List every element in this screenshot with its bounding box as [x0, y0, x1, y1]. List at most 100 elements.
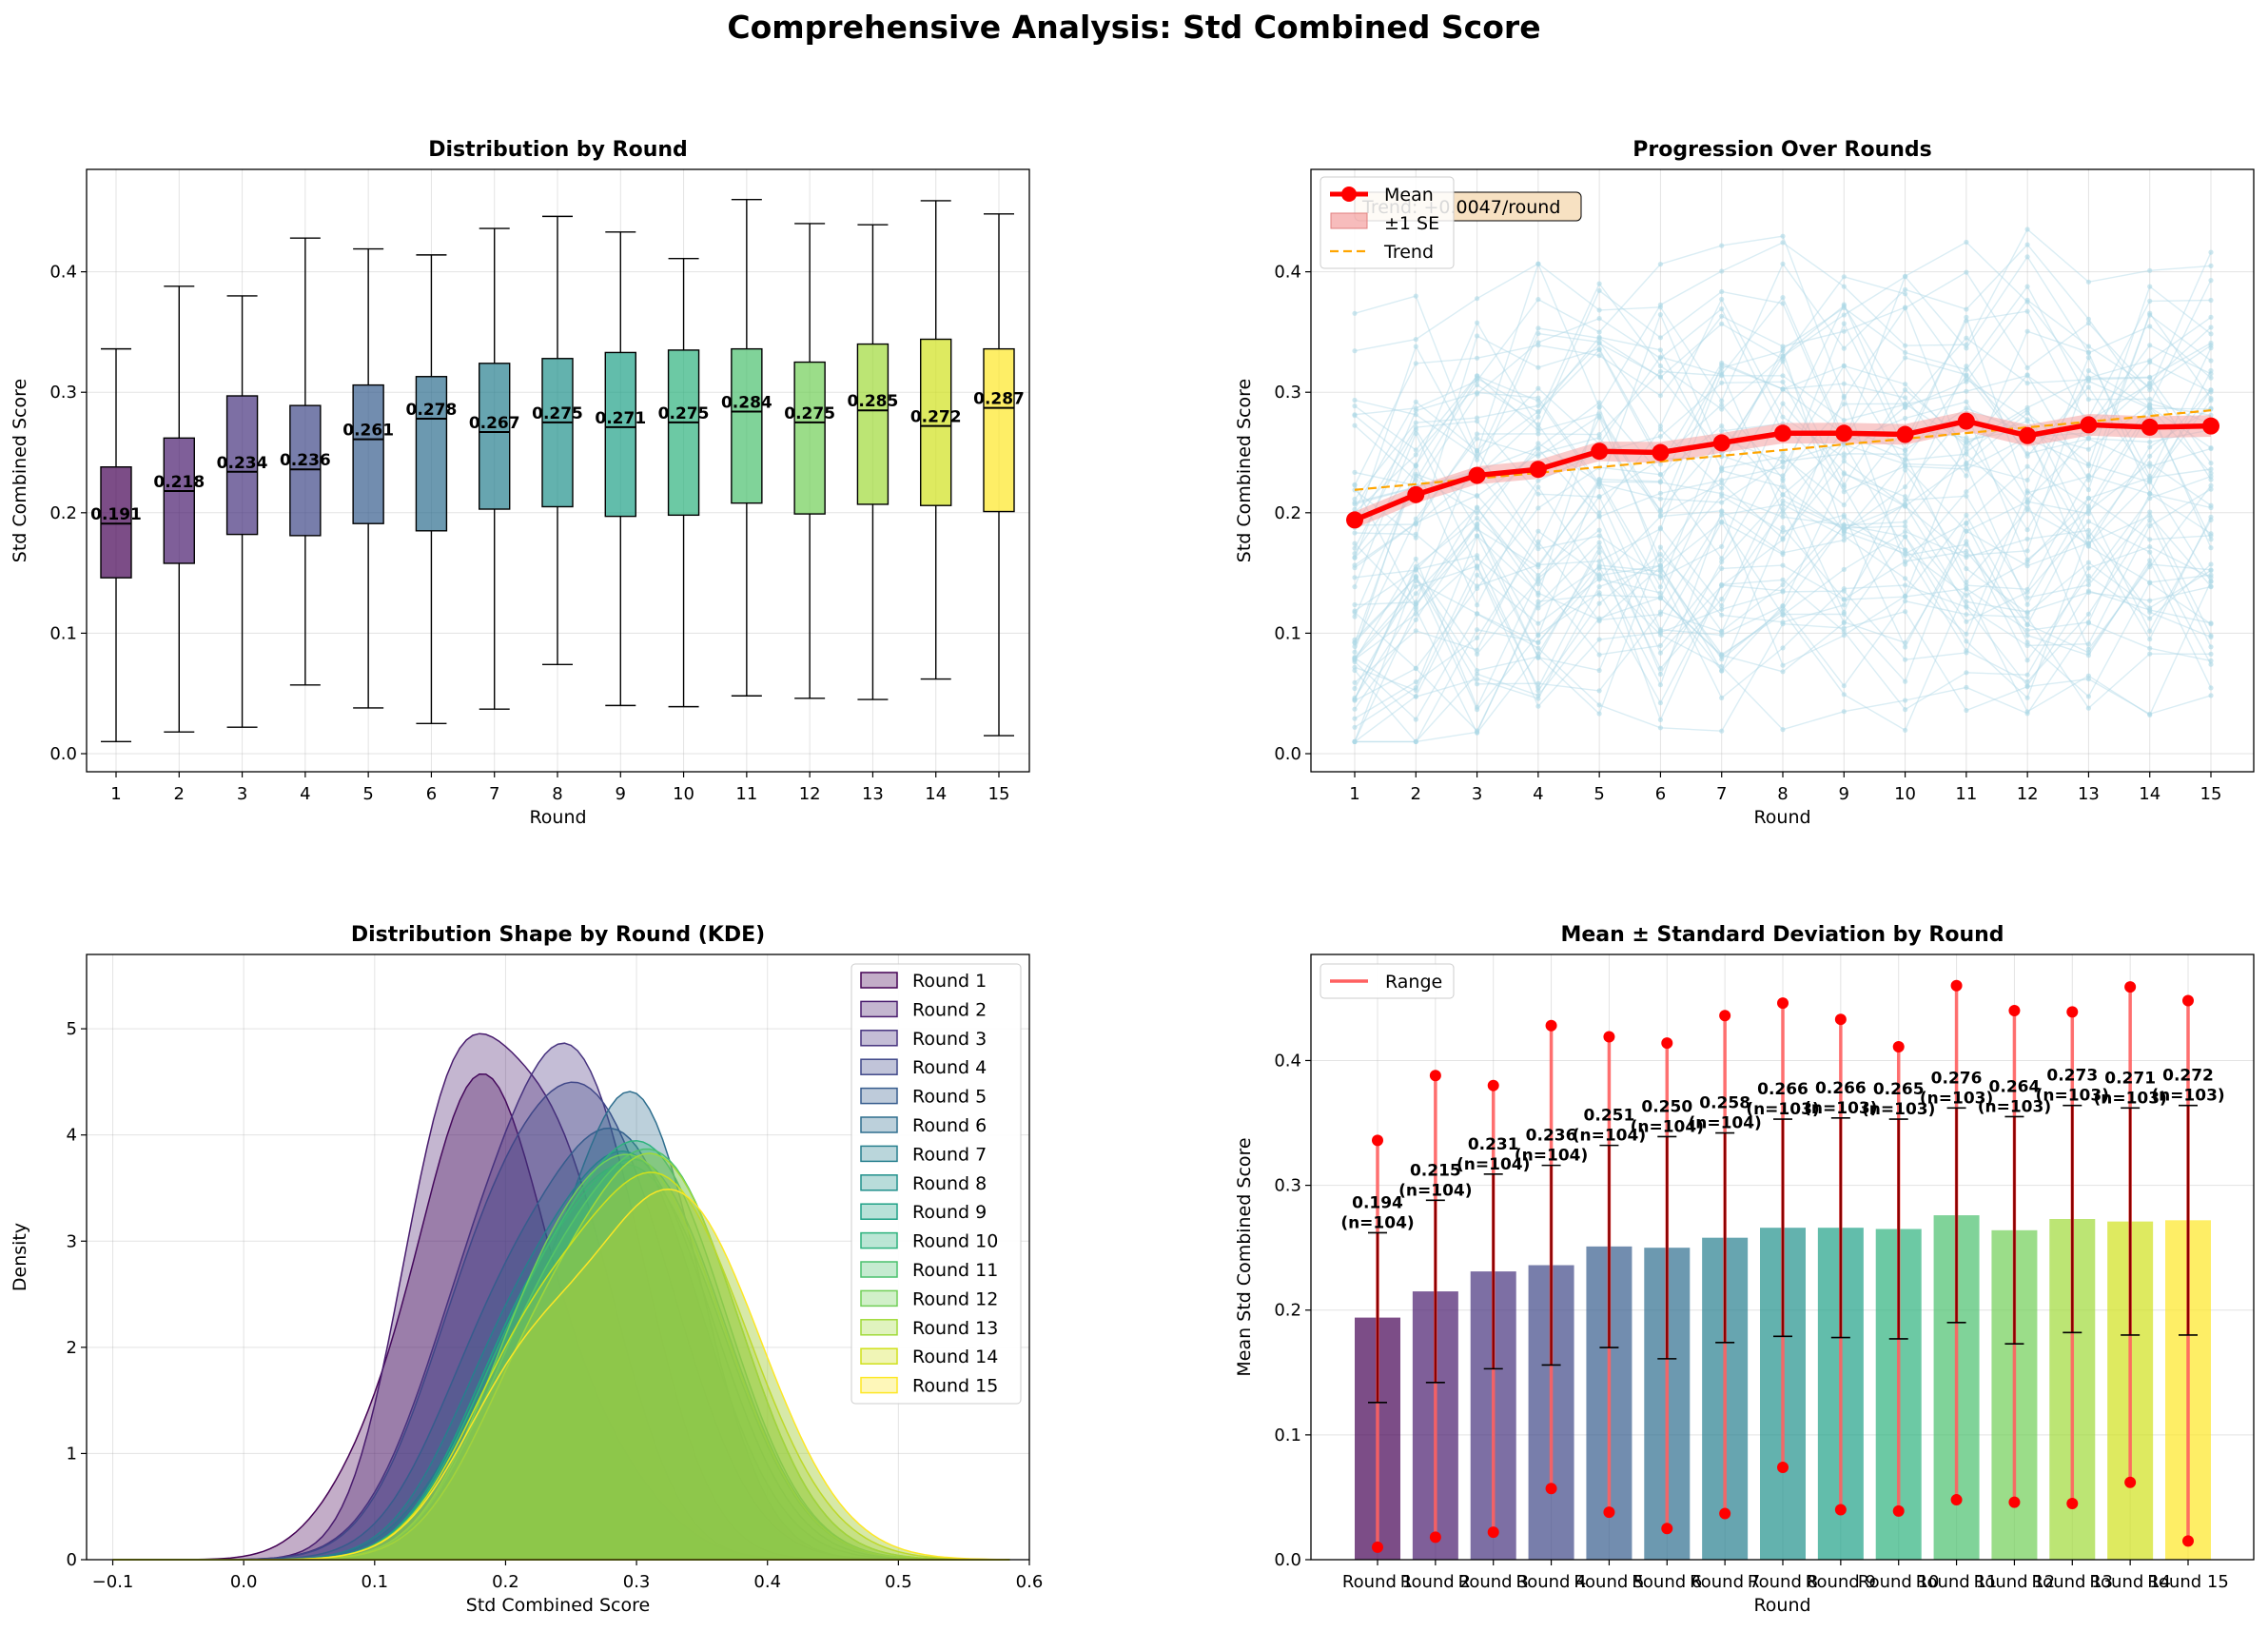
progression-individual-point: [1903, 286, 1908, 292]
progression-individual-point: [1413, 520, 1418, 526]
progression-individual-point: [2147, 473, 2153, 479]
progression-individual-point: [1719, 629, 1725, 635]
meanstd-xtick-label: Round 11: [1916, 1572, 1998, 1592]
progression-individual-point: [2024, 695, 2030, 700]
progression-individual-point: [2147, 712, 2153, 718]
progression-individual-point: [1657, 725, 1663, 731]
kde-legend-label: Round 3: [912, 1029, 987, 1050]
progression-individual-point: [1903, 291, 1908, 297]
kde-legend-swatch: [860, 1000, 898, 1018]
meanstd-range-min: [1719, 1507, 1731, 1520]
progression-individual-point: [1841, 586, 1847, 592]
progression-individual-point: [2208, 658, 2214, 664]
progression-individual-point: [1841, 363, 1847, 368]
progression-individual-point: [1780, 562, 1786, 568]
progression-individual-point: [2024, 595, 2030, 600]
progression-individual-point: [1719, 369, 1725, 375]
progression-individual-point: [1841, 284, 1847, 289]
progression-individual-point: [1352, 562, 1358, 568]
boxplot-xtick-label: 4: [300, 784, 310, 804]
progression-individual-point: [2208, 561, 2214, 567]
boxplot-box: [479, 363, 511, 510]
boxplot-median-label: 0.275: [784, 404, 835, 423]
progression-individual-point: [1657, 700, 1663, 706]
progression-individual-point: [1413, 405, 1418, 411]
progression-individual-point: [2147, 607, 2153, 613]
boxplot-box: [604, 351, 636, 518]
kde-xlabel: Std Combined Score: [466, 1595, 650, 1616]
progression-mean-point: [2080, 416, 2098, 434]
progression-individual-point: [2147, 564, 2153, 570]
progression-individual-point: [1903, 528, 1908, 535]
boxplot-xlabel: Round: [529, 807, 586, 828]
progression-individual-point: [2208, 445, 2214, 451]
progression-individual-point: [1964, 364, 1969, 369]
progression-individual-point: [1719, 556, 1725, 561]
progression-individual-point: [1596, 494, 1602, 500]
meanstd-xtick-label: Round 1: [1342, 1572, 1413, 1592]
meanstd-xtick-label: Round 4: [1516, 1572, 1587, 1592]
boxplot-median-label: 0.236: [280, 451, 331, 470]
progression-individual-point: [1475, 355, 1480, 361]
progression-individual-point: [1719, 612, 1725, 618]
boxplot-median-label: 0.271: [595, 409, 646, 428]
progression-individual-point: [2208, 482, 2214, 488]
progression-individual-point: [1596, 341, 1602, 346]
boxplot-median-label: 0.275: [532, 404, 583, 423]
progression-individual-point: [1903, 593, 1908, 600]
progression-individual-point: [1841, 489, 1847, 495]
progression-individual-point: [1535, 539, 1541, 544]
progression-individual-point: [2024, 507, 2030, 513]
progression-individual-point: [1841, 526, 1847, 532]
progression-individual-point: [1964, 437, 1969, 442]
boxplot-xtick-label: 2: [174, 784, 185, 804]
boxplot-box: [352, 383, 384, 524]
progression-individual-point: [1841, 402, 1847, 407]
progression-individual-point: [1903, 698, 1908, 703]
boxplot-median-label: 0.218: [153, 473, 205, 492]
progression-individual-point: [1352, 469, 1358, 475]
progression-individual-point: [2147, 616, 2153, 621]
progression-individual-point: [1596, 559, 1602, 564]
meanstd-range-min: [1429, 1531, 1441, 1544]
progression-individual-point: [2147, 396, 2153, 402]
progression-individual-point: [1780, 301, 1786, 306]
meanstd-range-max: [1603, 1031, 1615, 1043]
boxplot-box: [415, 376, 448, 532]
kde-legend-swatch: [860, 1174, 898, 1191]
progression-individual-point: [1903, 561, 1908, 567]
progression-mean-point: [2202, 417, 2219, 435]
meanstd-xtick-label: Round 5: [1574, 1572, 1644, 1592]
progression-individual-point: [1841, 502, 1847, 508]
kde-ytick-label: 2: [67, 1338, 77, 1358]
progression-individual-point: [2147, 359, 2153, 365]
progression-individual-point: [1841, 709, 1847, 715]
progression-individual-point: [2024, 615, 2030, 620]
progression-individual-point: [1719, 508, 1725, 514]
progression-individual-point: [1903, 395, 1908, 401]
meanstd-range-max: [1545, 1019, 1557, 1032]
progression-individual-point: [1719, 543, 1725, 550]
progression-individual-point: [2208, 644, 2214, 650]
progression-individual-point: [1719, 398, 1725, 403]
progression-individual-point: [2024, 490, 2030, 496]
progression-individual-point: [2147, 509, 2153, 515]
progression-legend-trend: Trend: [1383, 242, 1434, 263]
meanstd-n-label: (n=104): [1688, 1114, 1761, 1133]
progression-individual-point: [1413, 591, 1418, 597]
progression-ytick-label: 0.3: [1274, 383, 1301, 403]
meanstd-range-min: [2124, 1476, 2137, 1488]
progression-individual-point: [2024, 527, 2030, 533]
progression-individual-point: [1964, 548, 1969, 554]
progression-individual-point: [1475, 651, 1480, 658]
progression-individual-point: [1964, 449, 1969, 455]
progression-individual-point: [2085, 320, 2091, 326]
progression-individual-point: [1596, 549, 1602, 556]
progression-individual-point: [1657, 682, 1663, 688]
progression-individual-point: [1903, 274, 1908, 280]
kde-legend-swatch: [860, 1116, 898, 1133]
progression-individual-point: [1475, 524, 1480, 530]
progression-individual-point: [1903, 678, 1908, 684]
progression-individual-point: [1535, 680, 1541, 686]
progression-individual-point: [1657, 335, 1663, 341]
